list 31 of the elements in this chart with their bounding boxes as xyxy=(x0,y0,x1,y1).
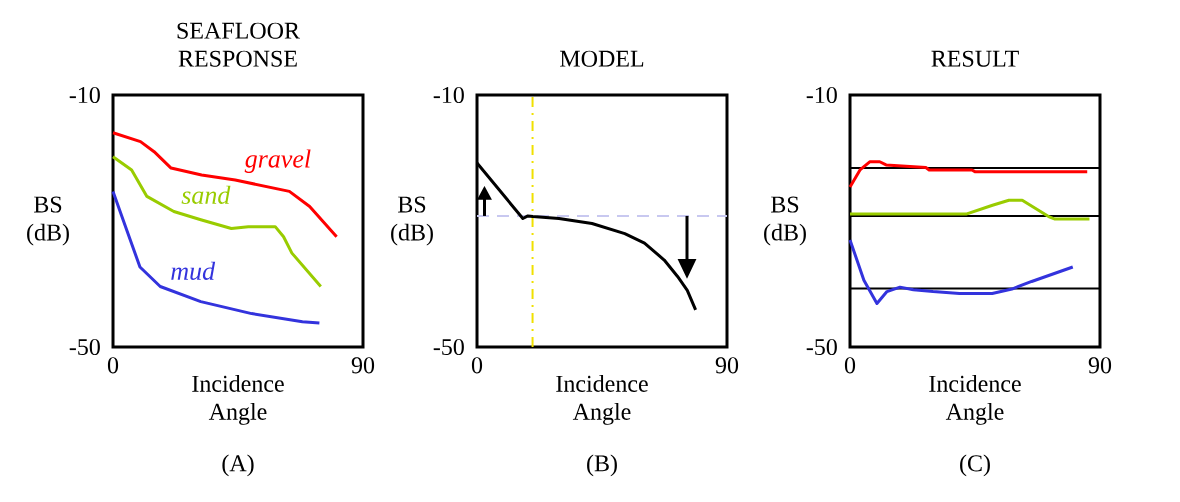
line-series xyxy=(848,160,1089,189)
x-tick-label: 0 xyxy=(844,357,856,374)
text: (A) xyxy=(222,454,254,477)
y-tick-label: -10 xyxy=(433,86,464,104)
x-tick-label: 0 xyxy=(107,357,119,374)
x-axis-title: Incidence Angle xyxy=(192,374,284,425)
series-label: sand xyxy=(181,185,231,204)
x-tick-label: 90 xyxy=(715,357,739,374)
text: (B) xyxy=(587,454,617,477)
y-tick-label: -10 xyxy=(806,86,837,104)
y-tick-label: -50 xyxy=(69,338,100,356)
text: (C) xyxy=(960,454,990,477)
chart-title: RESULT xyxy=(931,50,1019,67)
y-tick-label: -50 xyxy=(433,338,464,356)
y-axis-title: BS (dB) xyxy=(27,196,69,246)
x-tick-label: 90 xyxy=(351,357,375,374)
chart-title: SEAFLOOR RESPONSE xyxy=(177,22,300,67)
line-series xyxy=(848,238,1075,306)
y-axis-title: BS (dB) xyxy=(391,196,433,246)
line-series xyxy=(848,198,1091,221)
series-label: mud xyxy=(171,261,216,280)
series-label: gravel xyxy=(244,149,311,173)
chart-title: MODEL xyxy=(560,50,644,67)
y-tick-label: -50 xyxy=(806,338,837,356)
y-axis-title: BS (dB) xyxy=(764,196,806,246)
y-tick-label: -10 xyxy=(69,86,100,104)
x-tick-label: 90 xyxy=(1088,357,1112,374)
line-series xyxy=(111,131,339,239)
x-tick-label: 0 xyxy=(471,357,483,374)
x-axis-title: Incidence Angle xyxy=(556,374,648,425)
x-axis-title: Incidence Angle xyxy=(929,374,1021,425)
